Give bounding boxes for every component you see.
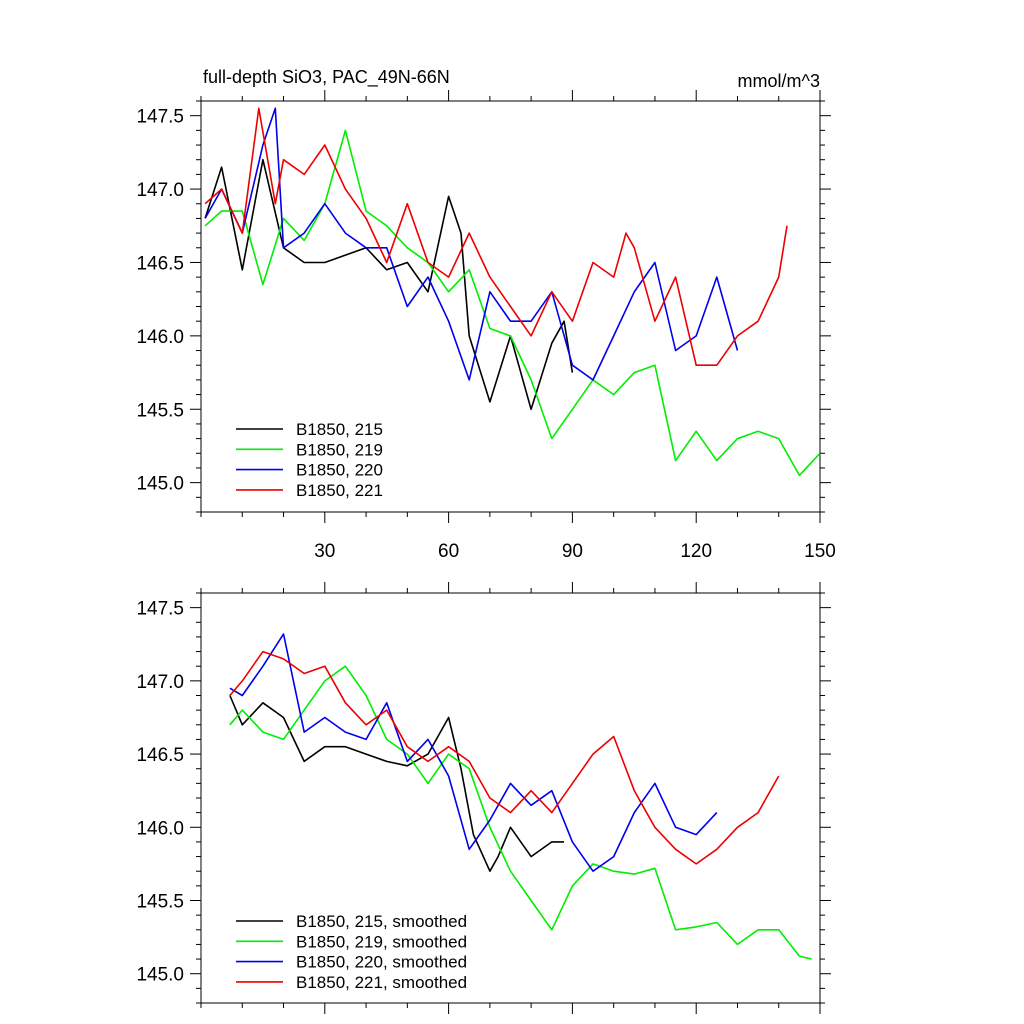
x-tick-label: 90 xyxy=(562,541,583,562)
legend-label-1: B1850, 219, smoothed xyxy=(296,932,467,951)
series-line-0 xyxy=(204,158,574,411)
y-tick-label: 147.5 xyxy=(136,107,184,128)
legend-label-0: B1850, 215, smoothed xyxy=(296,912,467,931)
y-tick-label: 145.5 xyxy=(136,892,184,913)
units-label: mmol/m^3 xyxy=(738,71,820,91)
x-tick-label: 120 xyxy=(680,541,712,562)
legend-label-2: B1850, 220 xyxy=(296,461,383,480)
series-line-0 xyxy=(229,695,565,873)
legend-label-1: B1850, 219 xyxy=(296,440,383,459)
series-line-2 xyxy=(229,633,718,873)
y-tick-label: 147.5 xyxy=(136,599,184,620)
top-plot-axes: 30 60 90 120 150 147.5 147.0 146.5 146.0 145.5 145… xyxy=(136,90,836,562)
bottom-plot-axes: 147.5 147.0 146.5 146.0 145.5 145.0 xyxy=(136,582,831,1014)
y-tick-label: 146.0 xyxy=(136,327,184,348)
series-line-1 xyxy=(229,665,812,960)
y-tick-label: 146.0 xyxy=(136,818,184,839)
top-plot-series-lines xyxy=(204,107,821,477)
bottom-plot-panel: 147.5 147.0 146.5 146.0 145.5 145.0 B1850, 21… xyxy=(136,582,831,1014)
legend-label-3: B1850, 221 xyxy=(296,481,383,500)
series-line-3 xyxy=(204,107,788,367)
top-plot-panel: full-depth SiO3, PAC_49N-66N mmol/m^3 30… xyxy=(136,67,835,562)
legend-label-3: B1850, 221, smoothed xyxy=(296,973,467,992)
x-tick-label: 30 xyxy=(314,541,335,562)
series-line-1 xyxy=(204,129,821,477)
y-tick-label: 145.0 xyxy=(136,965,184,986)
x-tick-label: 60 xyxy=(438,541,459,562)
chart-title: full-depth SiO3, PAC_49N-66N xyxy=(203,67,450,88)
y-tick-label: 146.5 xyxy=(136,745,184,766)
y-tick-label: 147.0 xyxy=(136,180,184,201)
legend-label-2: B1850, 220, smoothed xyxy=(296,953,467,972)
y-tick-label: 147.0 xyxy=(136,672,184,693)
bottom-plot-series-lines xyxy=(229,633,812,960)
x-tick-label: 150 xyxy=(804,541,836,562)
y-tick-label: 146.5 xyxy=(136,253,184,274)
legend-label-0: B1850, 215 xyxy=(296,420,383,439)
y-tick-label: 145.0 xyxy=(136,474,184,495)
series-line-3 xyxy=(229,650,780,865)
y-tick-label: 145.5 xyxy=(136,400,184,421)
